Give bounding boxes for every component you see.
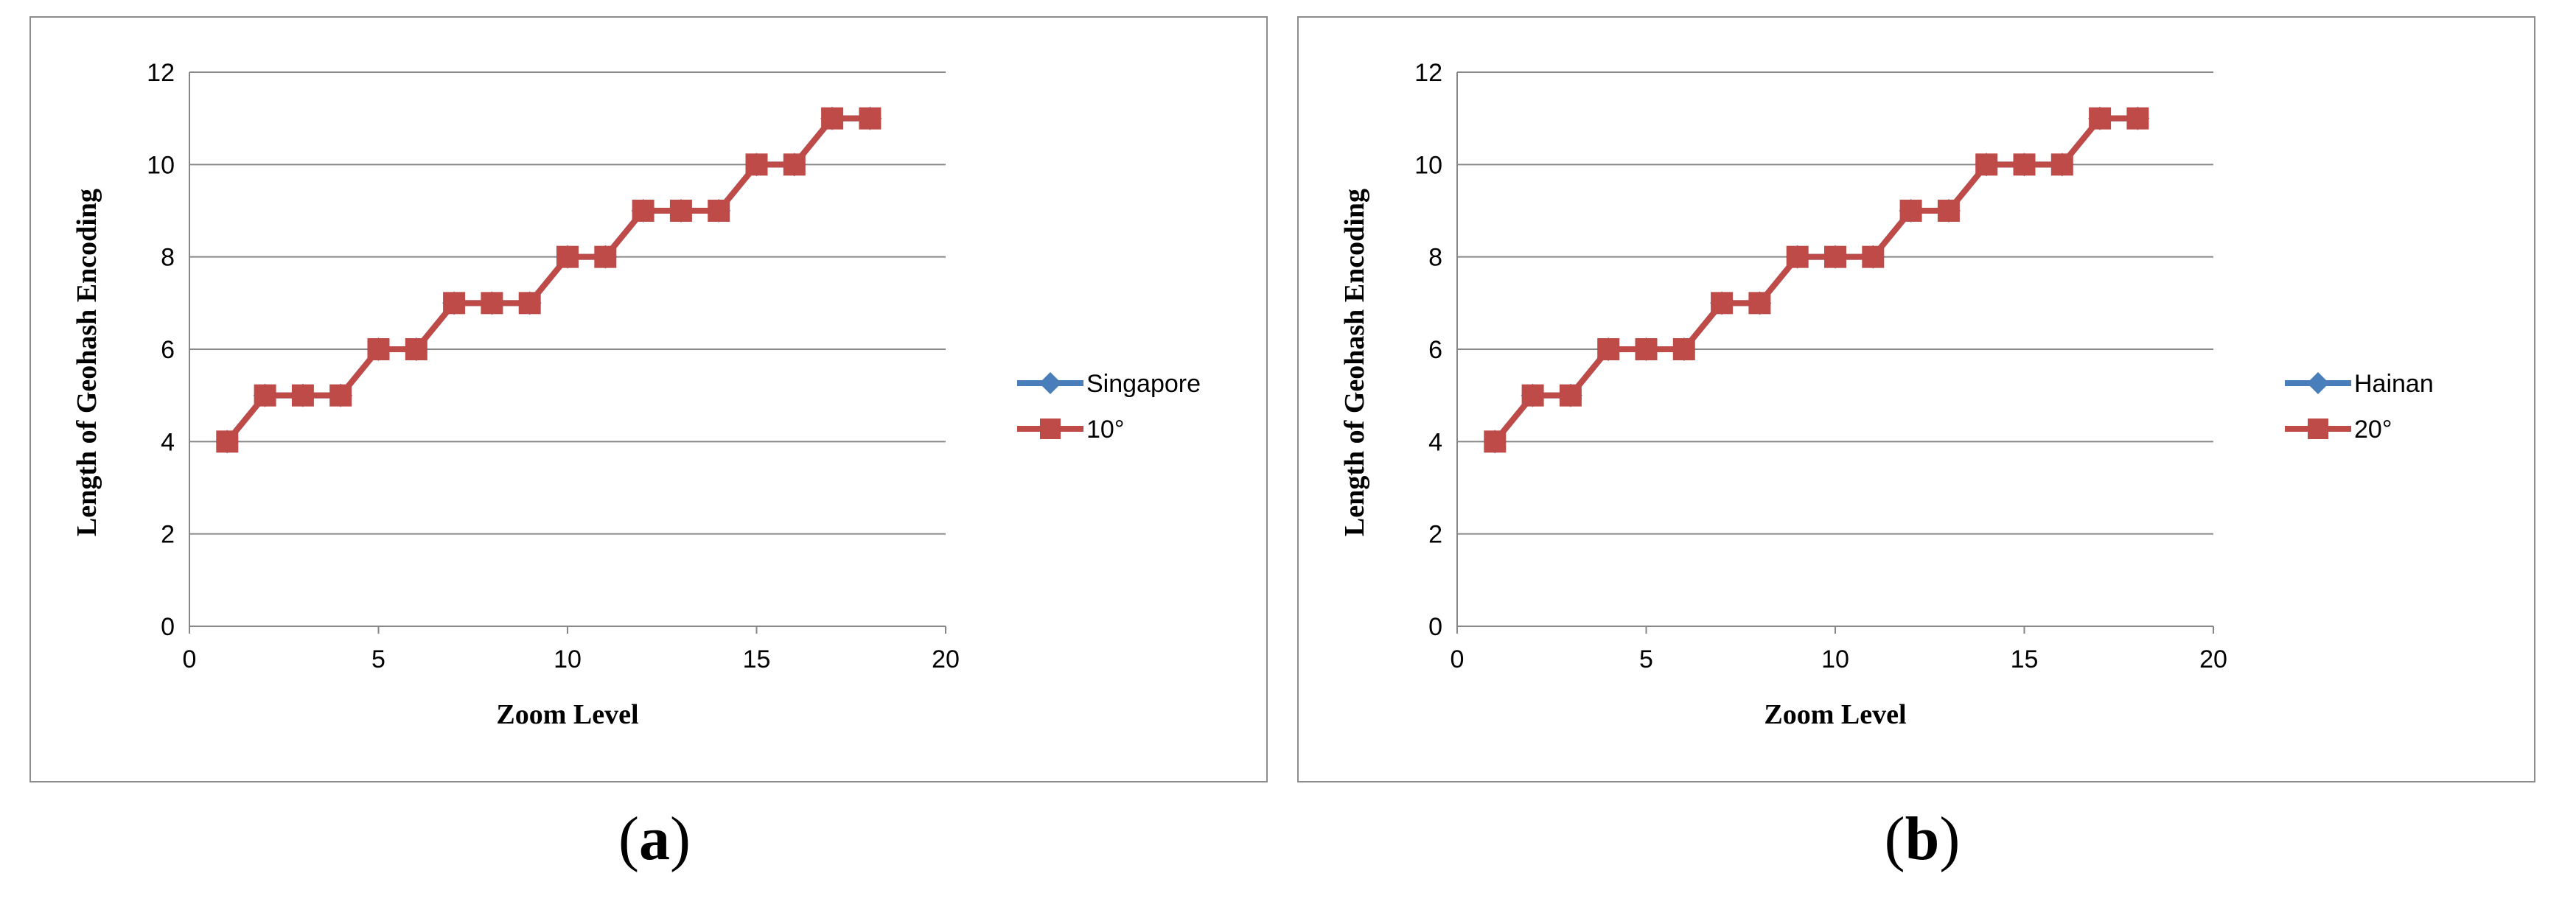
data-point-square xyxy=(745,153,768,176)
data-point-square xyxy=(291,384,314,407)
legend-marker-square xyxy=(1040,419,1061,439)
data-point-square xyxy=(1824,245,1846,268)
legend-marker-diamond xyxy=(1039,372,1061,394)
data-point-square xyxy=(1937,200,1960,222)
data-point-square xyxy=(556,245,579,268)
data-point-square xyxy=(216,430,239,453)
x-tick-label: 0 xyxy=(1451,645,1465,673)
chart-frame-a xyxy=(29,16,1268,782)
data-point-square xyxy=(367,338,390,360)
data-point-square xyxy=(1786,245,1809,268)
x-axis-title: Zoom Level xyxy=(1764,699,1906,730)
y-tick-label: 10 xyxy=(1414,151,1442,179)
y-tick-label: 10 xyxy=(147,151,175,179)
y-tick-label: 2 xyxy=(1428,521,1442,549)
data-point-square xyxy=(783,153,806,176)
data-point-square xyxy=(1597,338,1620,360)
x-tick-label: 20 xyxy=(2199,645,2227,673)
data-point-square xyxy=(1484,430,1507,453)
y-tick-label: 0 xyxy=(161,613,175,641)
data-point-square xyxy=(1862,245,1885,268)
data-point-square xyxy=(1635,338,1658,360)
data-point-square xyxy=(2126,107,2149,130)
x-tick-label: 20 xyxy=(932,645,960,673)
data-point-square xyxy=(443,292,466,315)
y-tick-label: 8 xyxy=(161,244,175,272)
legend-label-2: 10° xyxy=(1086,416,1124,444)
x-tick-label: 0 xyxy=(183,645,197,673)
data-point-square xyxy=(1521,384,1544,407)
x-axis-title: Zoom Level xyxy=(496,699,638,730)
data-point-square xyxy=(2089,107,2112,130)
y-axis-title: Length of Geohash Encoding xyxy=(71,189,102,536)
series-line-2 xyxy=(225,115,870,444)
data-point-square xyxy=(1899,200,1922,222)
data-point-square xyxy=(254,384,276,407)
chart-panel-b: 0 2 4 6 8 10 12 0 5 10 15 20 Zoom Level Length of Geo… xyxy=(1297,16,2565,782)
y-tick-label: 4 xyxy=(161,428,175,456)
line-chart-a: 0 2 4 6 8 10 12 0 5 10 15 20 Zoom Level Length of Geo… xyxy=(71,59,1201,730)
data-point-square xyxy=(518,292,541,315)
x-tick-label: 15 xyxy=(743,645,771,673)
legend-label-2: 20° xyxy=(2354,416,2392,444)
data-point-square xyxy=(2013,153,2036,176)
legend-marker-diamond xyxy=(2307,372,2329,394)
x-tick-label: 10 xyxy=(1821,645,1849,673)
y-tick-label: 6 xyxy=(161,336,175,364)
x-tick-label: 5 xyxy=(371,645,385,673)
data-point-square xyxy=(329,384,352,407)
line-chart-b: 0 2 4 6 8 10 12 0 5 10 15 20 Zoom Level Length of Geo… xyxy=(1339,59,2434,730)
y-axis-title: Length of Geohash Encoding xyxy=(1339,189,1370,536)
data-point-square xyxy=(1748,292,1771,315)
legend-marker-square xyxy=(2308,419,2328,439)
legend-label-1: Hainan xyxy=(2354,370,2434,398)
data-point-square xyxy=(859,107,882,130)
x-tick-label: 15 xyxy=(2011,645,2039,673)
data-point-square xyxy=(1559,384,1582,407)
data-point-square xyxy=(2050,153,2073,176)
x-tick-label: 5 xyxy=(1639,645,1653,673)
y-tick-label: 12 xyxy=(147,59,175,87)
chart-panel-a: 0 2 4 6 8 10 12 0 5 10 15 20 Zoom Level Length of Geo… xyxy=(29,16,1297,782)
data-point-square xyxy=(708,200,730,222)
data-point-square xyxy=(669,200,692,222)
series-line-2 xyxy=(1493,115,2138,444)
y-tick-label: 0 xyxy=(1428,613,1442,641)
y-tick-label: 12 xyxy=(1414,59,1442,87)
legend-label-1: Singapore xyxy=(1086,370,1201,398)
data-point-square xyxy=(632,200,655,222)
y-tick-label: 8 xyxy=(1428,244,1442,272)
data-point-square xyxy=(1975,153,1998,176)
caption-b: (b) xyxy=(1884,805,1961,873)
y-tick-label: 4 xyxy=(1428,428,1442,456)
data-point-square xyxy=(594,245,617,268)
x-tick-label: 10 xyxy=(554,645,582,673)
data-point-square xyxy=(821,107,844,130)
data-point-square xyxy=(1711,292,1734,315)
data-point-square xyxy=(405,338,427,360)
chart-frame-b xyxy=(1297,16,2535,782)
y-tick-label: 2 xyxy=(161,521,175,549)
data-point-square xyxy=(1672,338,1695,360)
y-tick-label: 6 xyxy=(1428,336,1442,364)
caption-a: (a) xyxy=(618,805,691,873)
data-point-square xyxy=(481,292,503,315)
